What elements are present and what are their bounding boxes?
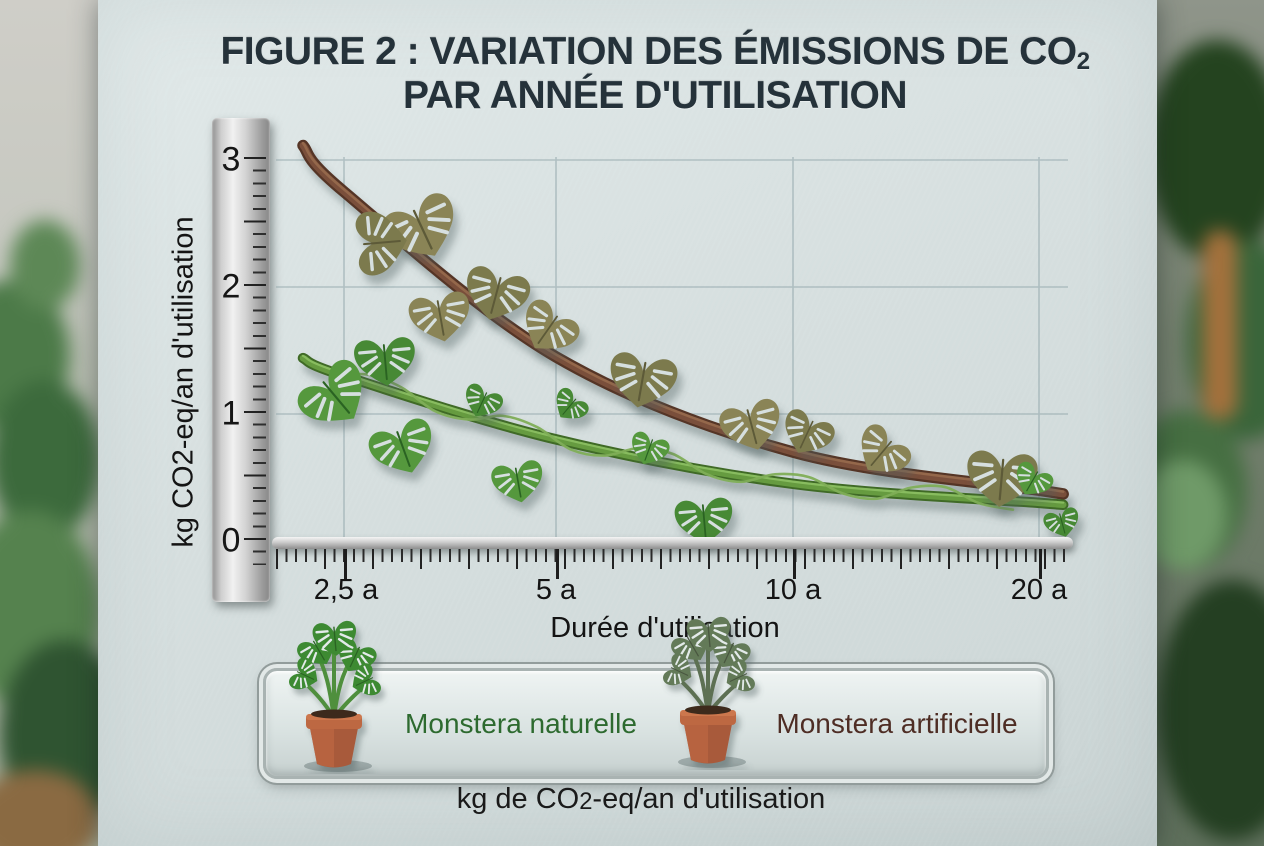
y-tick-1: 1 (221, 394, 241, 433)
figure-title-line1: FIGURE 2 : VARIATION DES ÉMISSIONS DE CO… (220, 30, 1090, 75)
figure-title: FIGURE 2 : VARIATION DES ÉMISSIONS DE CO… (185, 30, 1125, 117)
x-major-tick-2-5a (344, 549, 347, 579)
x-axis-label: Durée d'utilisation (550, 612, 780, 644)
title-subscript: 2 (1076, 47, 1090, 75)
x-axis-ruler (272, 537, 1073, 549)
bottom-caption: kg de CO2-eq/an d'utilisation (456, 783, 826, 815)
y-tick-2: 2 (221, 267, 241, 306)
x-major-tick-5a (556, 549, 559, 579)
x-tick-label-2-5a: 2,5 a (313, 574, 379, 606)
x-tick-label-10a: 10 a (764, 574, 822, 606)
background-right-blobs (1157, 0, 1264, 846)
y-axis-major-ticks (244, 157, 266, 565)
y-tick-0: 0 (221, 521, 241, 560)
x-major-tick-20a (1039, 549, 1042, 579)
y-axis-label: kg CO2-eq/an d'utilisation (167, 216, 200, 548)
legend-label-naturelle: Monstera naturelle (405, 707, 637, 739)
legend-plate: Monstera naturelle Monstera artificielle (263, 668, 1049, 779)
figure-title-line2: PAR ANNÉE D'UTILISATION (402, 73, 908, 117)
caption-subscript: 2 (579, 787, 593, 815)
background-left-blobs (0, 0, 100, 846)
x-tick-label-20a: 20 a (1010, 574, 1068, 606)
x-axis-medium-ticks (276, 549, 1070, 569)
background-right-foliage (1157, 0, 1264, 846)
background-left-foliage (0, 0, 100, 846)
x-tick-label-5a: 5 a (535, 574, 577, 606)
y-axis-ruler: 3 2 1 0 (212, 118, 270, 602)
legend-label-artificielle: Monstera artificielle (776, 707, 1018, 739)
x-major-tick-10a (793, 549, 796, 579)
y-tick-3: 3 (221, 140, 241, 179)
